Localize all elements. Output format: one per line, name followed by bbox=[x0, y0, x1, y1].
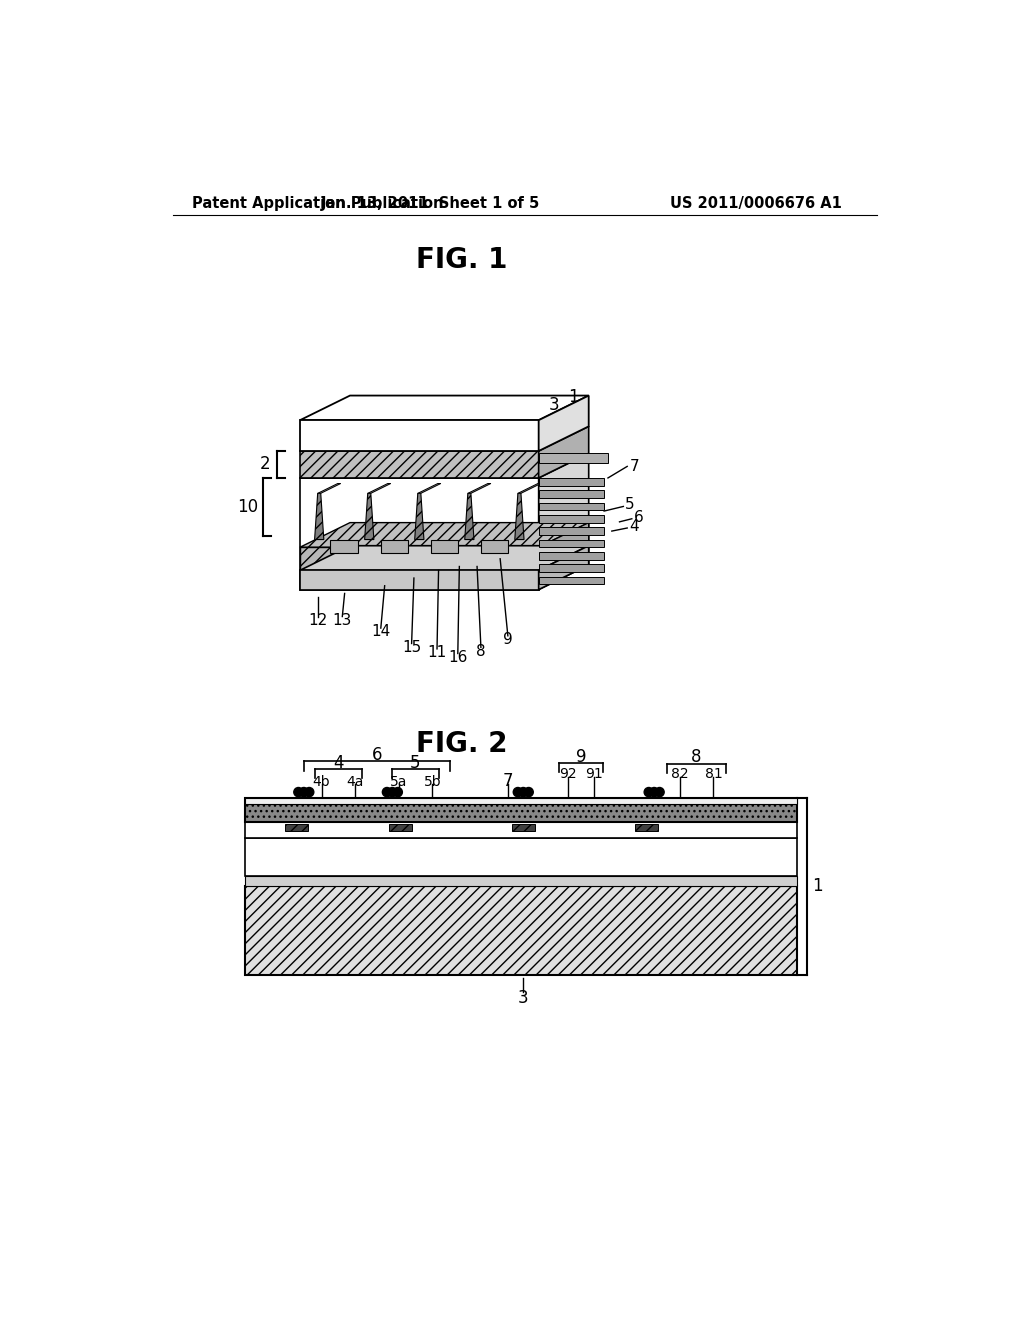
Polygon shape bbox=[515, 494, 524, 540]
Polygon shape bbox=[300, 523, 589, 548]
Polygon shape bbox=[300, 545, 589, 570]
Text: 9: 9 bbox=[575, 747, 587, 766]
Polygon shape bbox=[245, 876, 797, 886]
Circle shape bbox=[299, 788, 308, 797]
Polygon shape bbox=[285, 824, 307, 832]
Text: 5a: 5a bbox=[390, 775, 408, 789]
Circle shape bbox=[382, 788, 391, 797]
Polygon shape bbox=[539, 478, 604, 486]
Text: 16: 16 bbox=[449, 649, 468, 665]
Text: 7: 7 bbox=[503, 772, 513, 789]
Polygon shape bbox=[539, 527, 604, 535]
Polygon shape bbox=[388, 824, 412, 832]
Text: 1: 1 bbox=[812, 876, 822, 895]
Polygon shape bbox=[635, 824, 658, 832]
Polygon shape bbox=[245, 886, 797, 974]
Text: 82: 82 bbox=[671, 767, 688, 781]
Text: 15: 15 bbox=[402, 640, 421, 655]
Polygon shape bbox=[300, 570, 539, 590]
Polygon shape bbox=[368, 483, 391, 494]
Polygon shape bbox=[512, 824, 535, 832]
Text: 8: 8 bbox=[476, 644, 485, 659]
Text: 14: 14 bbox=[371, 624, 390, 639]
Polygon shape bbox=[314, 494, 324, 540]
Circle shape bbox=[304, 788, 313, 797]
Polygon shape bbox=[539, 426, 589, 478]
Polygon shape bbox=[539, 545, 589, 590]
Circle shape bbox=[644, 788, 653, 797]
Circle shape bbox=[649, 788, 658, 797]
Polygon shape bbox=[245, 822, 797, 838]
Polygon shape bbox=[539, 564, 604, 572]
Text: 4: 4 bbox=[333, 754, 344, 772]
Text: 5b: 5b bbox=[424, 775, 441, 789]
Text: 5: 5 bbox=[411, 754, 421, 772]
Text: 10: 10 bbox=[237, 498, 258, 516]
Text: 81: 81 bbox=[705, 767, 722, 781]
Text: 12: 12 bbox=[308, 612, 328, 628]
Text: FIG. 1: FIG. 1 bbox=[416, 246, 507, 275]
Text: 92: 92 bbox=[559, 767, 577, 781]
Polygon shape bbox=[539, 523, 589, 570]
Polygon shape bbox=[480, 540, 508, 553]
Text: Jan. 13, 2011  Sheet 1 of 5: Jan. 13, 2011 Sheet 1 of 5 bbox=[322, 195, 541, 211]
Polygon shape bbox=[245, 797, 797, 804]
Polygon shape bbox=[539, 453, 608, 463]
Polygon shape bbox=[300, 453, 589, 478]
Text: 7: 7 bbox=[630, 459, 639, 474]
Circle shape bbox=[388, 788, 397, 797]
Polygon shape bbox=[300, 451, 539, 478]
Text: 3: 3 bbox=[549, 396, 559, 413]
Polygon shape bbox=[539, 396, 589, 451]
Circle shape bbox=[393, 788, 402, 797]
Polygon shape bbox=[331, 540, 358, 553]
Text: 6: 6 bbox=[634, 511, 644, 525]
Text: 8: 8 bbox=[691, 748, 701, 767]
Text: 5: 5 bbox=[625, 498, 634, 512]
Polygon shape bbox=[468, 483, 490, 494]
Polygon shape bbox=[539, 552, 604, 560]
Polygon shape bbox=[381, 540, 408, 553]
Polygon shape bbox=[465, 494, 474, 540]
Text: US 2011/0006676 A1: US 2011/0006676 A1 bbox=[670, 195, 842, 211]
Text: 3: 3 bbox=[518, 989, 528, 1007]
Polygon shape bbox=[418, 483, 441, 494]
Polygon shape bbox=[245, 838, 797, 876]
Polygon shape bbox=[300, 478, 539, 590]
Text: 9: 9 bbox=[503, 632, 513, 647]
Polygon shape bbox=[300, 420, 539, 451]
Polygon shape bbox=[300, 548, 539, 570]
Circle shape bbox=[655, 788, 665, 797]
Polygon shape bbox=[539, 503, 604, 511]
Circle shape bbox=[524, 788, 534, 797]
Polygon shape bbox=[317, 483, 341, 494]
Circle shape bbox=[518, 788, 528, 797]
Polygon shape bbox=[430, 540, 458, 553]
Text: 4a: 4a bbox=[347, 775, 365, 789]
Polygon shape bbox=[415, 494, 424, 540]
Circle shape bbox=[513, 788, 522, 797]
Polygon shape bbox=[539, 515, 604, 523]
Polygon shape bbox=[539, 577, 604, 585]
Polygon shape bbox=[365, 494, 374, 540]
Polygon shape bbox=[539, 453, 589, 590]
Text: FIG. 2: FIG. 2 bbox=[416, 730, 508, 758]
Text: 91: 91 bbox=[586, 767, 603, 781]
Text: 2: 2 bbox=[260, 455, 270, 474]
Text: 11: 11 bbox=[427, 645, 446, 660]
Polygon shape bbox=[300, 426, 589, 451]
Polygon shape bbox=[539, 490, 604, 498]
Text: Patent Application Publication: Patent Application Publication bbox=[193, 195, 443, 211]
Polygon shape bbox=[539, 540, 604, 548]
Polygon shape bbox=[518, 483, 541, 494]
Circle shape bbox=[294, 788, 303, 797]
Text: 4: 4 bbox=[630, 519, 639, 535]
Text: 13: 13 bbox=[333, 612, 352, 628]
Text: 1: 1 bbox=[568, 388, 579, 407]
Text: 4b: 4b bbox=[312, 775, 331, 789]
Text: 6: 6 bbox=[372, 746, 382, 764]
Polygon shape bbox=[245, 797, 797, 822]
Polygon shape bbox=[300, 396, 589, 420]
